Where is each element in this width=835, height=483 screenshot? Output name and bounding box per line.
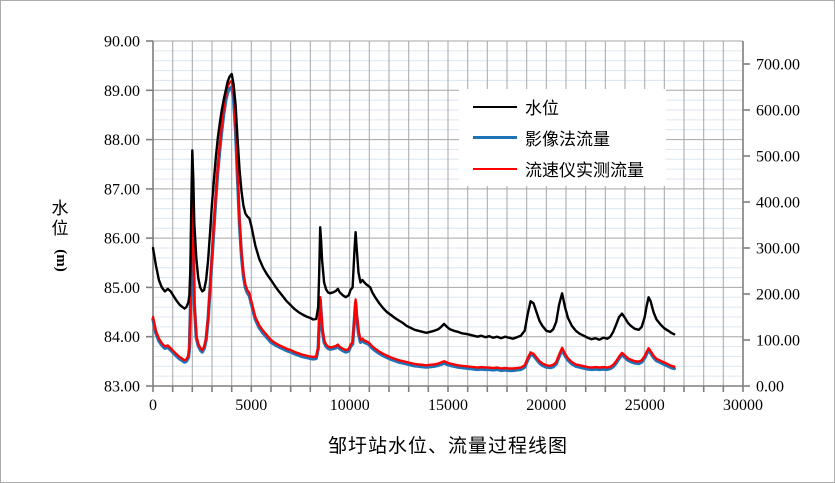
y-axis-title-text: 水位: [51, 199, 69, 238]
x-axis-tick-label: 30000: [723, 397, 763, 414]
axes: [146, 40, 750, 392]
left-axis-tick-label: 90.00: [104, 34, 140, 51]
tick-labels: 83.00 84.00 85.00 86.00 87.00 88.00 89.00 90.00…: [104, 34, 800, 415]
legend-line-sample: [473, 167, 517, 170]
legend-item: 水位: [459, 94, 666, 119]
x-axis-tick-label: 25000: [625, 397, 665, 414]
data-series: [151, 72, 676, 373]
left-axis-tick-label: 85.00: [104, 280, 140, 297]
x-axis-tick-label: 20000: [526, 397, 566, 414]
legend-item: 流速仪实测流量: [459, 156, 666, 181]
legend-line-sample: [473, 136, 517, 139]
left-axis-tick-label: 87.00: [104, 181, 140, 198]
right-axis-tick-label: 0.00: [756, 379, 784, 396]
right-axis-tick-label: 100.00: [756, 333, 800, 350]
left-axis-tick-label: 88.00: [104, 132, 140, 149]
x-axis-tick-label: 10000: [330, 397, 370, 414]
y-axis-unit: (m): [52, 249, 69, 272]
legend-label: 影像法流量: [525, 130, 610, 149]
y-axis-title: 水位 (m): [45, 199, 75, 272]
right-axis-tick-label: 600.00: [756, 103, 800, 120]
right-axis-tick-label: 300.00: [756, 241, 800, 258]
right-axis-tick-label: 200.00: [756, 287, 800, 304]
left-axis-tick-label: 84.00: [104, 329, 140, 346]
left-axis-tick-label: 89.00: [104, 83, 140, 100]
water-level-line: [151, 72, 676, 341]
left-axis-tick-label: 86.00: [104, 231, 140, 248]
legend-line-sample: [473, 105, 517, 108]
left-axis-tick-label: 83.00: [104, 379, 140, 396]
right-axis-tick-label: 700.00: [756, 57, 800, 74]
legend: 水位影像法流量流速仪实测流量: [459, 89, 666, 186]
x-axis-tick-label: 15000: [428, 397, 468, 414]
x-axis-tick-label: 5000: [235, 397, 267, 414]
right-axis-tick-label: 400.00: [756, 195, 800, 212]
legend-label: 水位: [525, 99, 559, 118]
right-axis-tick-label: 500.00: [756, 149, 800, 166]
x-axis-tick-label: 0: [149, 397, 157, 414]
legend-label: 流速仪实测流量: [525, 161, 644, 180]
legend-item: 影像法流量: [459, 125, 666, 150]
chart-title: 邹圩站水位、流量过程线图: [327, 436, 568, 457]
current-meter-discharge-line: [151, 79, 676, 370]
